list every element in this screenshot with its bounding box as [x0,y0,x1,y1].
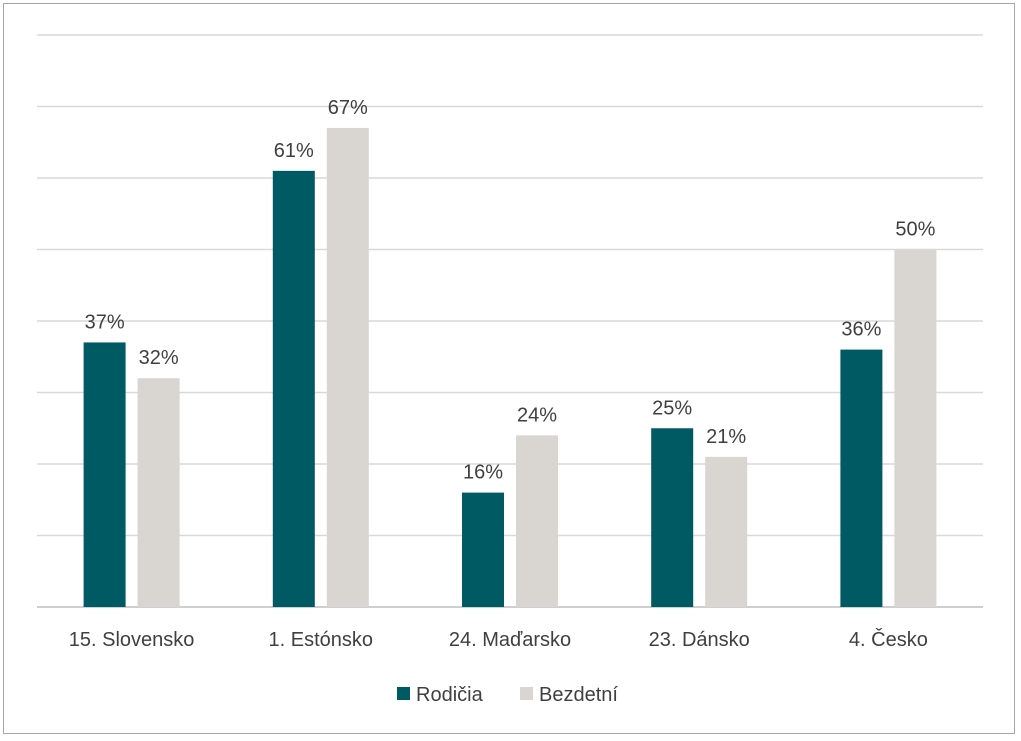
gridlines [37,34,983,608]
legend-label: Rodičia [416,684,484,706]
legend-swatch [397,687,410,700]
x-tick-label: 23. Dánsko [649,629,750,651]
data-label: 67% [328,97,368,119]
data-label: 21% [706,426,746,448]
x-tick-label: 24. Maďarsko [449,629,571,651]
bar-bezdetni-4 [894,249,937,607]
data-label: 32% [139,347,179,369]
bar-rodicia-2 [462,492,504,607]
legend-label: Bezdetní [539,684,618,706]
bar-rodicia-4 [840,349,883,607]
data-label: 25% [652,397,692,419]
bars [83,127,937,607]
bar-rodicia-1 [272,170,315,607]
bar-bezdetni-3 [705,456,748,607]
data-labels: 37% 32% 61% 67% 16% 24% 25% 21% 36% 50% [85,97,936,484]
data-label: 61% [274,140,314,162]
data-label: 50% [895,219,935,241]
data-label: 24% [517,404,557,426]
x-axis-tick-labels: 15. Slovensko 1. Estónsko 24. Maďarsko 23. … [69,628,928,651]
data-label: 37% [85,311,125,333]
bar-bezdetni-1 [326,127,369,607]
legend: Rodičia Bezdetní [397,684,618,706]
bar-bezdetni-2 [516,435,558,607]
bar-rodicia-3 [651,428,694,607]
x-tick-label: 1. Estónsko [269,629,374,651]
legend-swatch [520,687,533,700]
data-label: 36% [841,319,881,341]
x-tick-label: 4. Česko [849,628,928,651]
bar-rodicia-0 [83,342,126,607]
data-label: 16% [463,462,503,484]
bar-bezdetni-0 [137,378,180,607]
x-tick-label: 15. Slovensko [69,629,195,651]
